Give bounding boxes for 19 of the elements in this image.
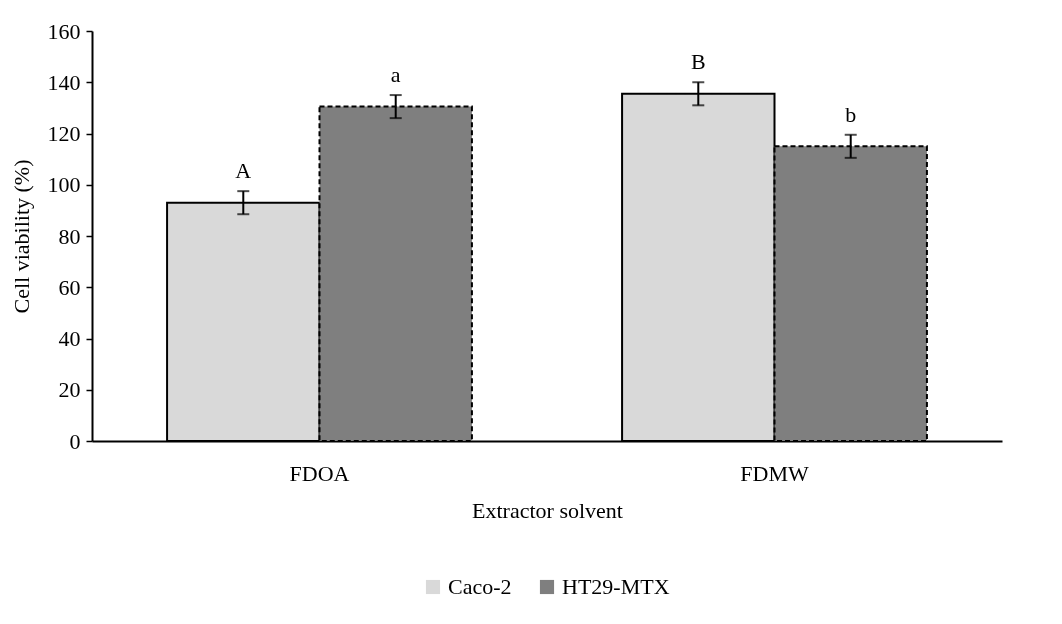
legend-label: Caco-2 bbox=[448, 574, 512, 599]
y-tick-label: 60 bbox=[58, 274, 81, 300]
y-tick-label: 140 bbox=[47, 69, 81, 95]
annotation: b bbox=[845, 101, 857, 127]
annotation: B bbox=[690, 49, 706, 75]
legend-label: HT29-MTX bbox=[562, 574, 670, 599]
x-tick-label: FDMW bbox=[740, 460, 809, 486]
y-tick-label: 0 bbox=[69, 428, 81, 454]
y-tick-label: 20 bbox=[58, 377, 81, 403]
annotation: a bbox=[390, 62, 401, 88]
y-tick-label: 100 bbox=[47, 172, 81, 198]
y-tick-label: 80 bbox=[58, 223, 81, 249]
y-tick-label: 40 bbox=[58, 326, 81, 351]
y-tick-label: 120 bbox=[47, 121, 81, 146]
x-tick-label: FDOA bbox=[289, 460, 350, 486]
x-axis-title: Extractor solvent bbox=[472, 497, 623, 523]
y-tick-label: 160 bbox=[47, 18, 81, 44]
y-axis-title: Cell viability (%) bbox=[8, 159, 34, 314]
annotation: A bbox=[235, 158, 252, 184]
